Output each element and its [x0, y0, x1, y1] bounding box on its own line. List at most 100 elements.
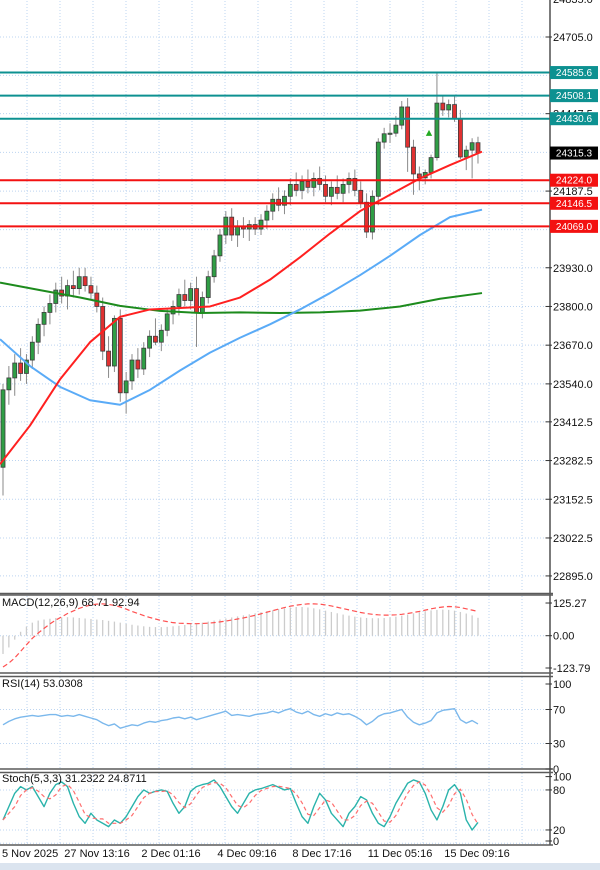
bear-candle: [106, 350, 111, 367]
bear-candle: [405, 106, 411, 148]
macd-pane-label: MACD(12,26,9) 68.71 92.94: [2, 597, 140, 609]
x-axis-date-label: 2 Dec 01:16: [141, 848, 200, 860]
bull-candle: [164, 313, 170, 331]
bear-candle: [352, 178, 358, 191]
bull-candle: [112, 317, 117, 367]
bull-candle: [463, 149, 469, 158]
bull-candle: [446, 104, 452, 111]
bull-candle: [188, 288, 194, 301]
bull-candle: [387, 132, 393, 135]
moving-averages-layer: [0, 150, 483, 465]
stoch-tick-label: 80: [553, 785, 565, 797]
x-axis-date-label: 4 Dec 09:16: [217, 848, 276, 860]
resistance-badge: 24508.1: [550, 89, 598, 103]
resistance-badge-bg: [550, 112, 598, 126]
bull-candle: [141, 347, 147, 370]
bull-candle: [24, 359, 29, 374]
bull-candle: [53, 289, 59, 304]
rsi-tick-label: 30: [553, 739, 565, 751]
bull-candle: [469, 142, 475, 151]
bear-candle: [194, 288, 199, 313]
resistance-badge-bg: [550, 89, 598, 103]
macd-tick-label: 125.27: [553, 598, 587, 610]
candles-layer: [0, 71, 481, 496]
resistance-badge-text: 24508.1: [556, 91, 593, 102]
price-badges: 24585.6 24508.1 24430.6 24224.0 24146.5 24069…: [550, 66, 598, 233]
bear-candle: [457, 118, 463, 158]
bull-candle: [346, 178, 352, 185]
price-tick-label: 23800.0: [553, 301, 593, 313]
bear-candle: [117, 317, 123, 394]
resistance-badge-text: 24430.6: [556, 114, 593, 125]
support-badge-text: 24146.5: [556, 199, 593, 210]
stoch-pane-label: Stoch(5,3,3) 31.2322 24.8711: [2, 773, 147, 785]
bull-candle: [434, 102, 440, 158]
bear-candle: [70, 285, 76, 289]
current-price-badge-text: 24315.3: [556, 149, 593, 160]
x-axis-date-label: 8 Dec 17:16: [292, 848, 351, 860]
price-tick-label: 23282.5: [553, 456, 593, 468]
bear-candle: [334, 186, 340, 194]
bull-candle: [176, 294, 182, 307]
up-arrow-marker: [425, 129, 433, 136]
bull-candle: [264, 210, 270, 221]
borders-layer: [0, 0, 553, 846]
rsi-layer: [2, 707, 479, 729]
bull-candle: [0, 389, 6, 468]
x-axis-date-label: 11 Dec 05:16: [368, 848, 433, 860]
bull-candle: [12, 362, 18, 379]
bull-candle: [270, 198, 276, 212]
rsi-line: [2, 707, 479, 729]
bull-candle: [29, 341, 35, 361]
window-bottom-strip: [0, 863, 600, 870]
bull-candle: [282, 195, 287, 206]
bull-candle: [76, 276, 82, 289]
stoch-k-line: [2, 779, 479, 831]
bear-candle: [364, 201, 369, 233]
bear-candle: [452, 104, 457, 120]
rsi-tick-label: 70: [553, 705, 565, 717]
bull-candle: [205, 276, 211, 298]
support-badge-bg: [550, 196, 598, 210]
bear-candle: [82, 276, 88, 287]
ma-mid-blue: [0, 208, 483, 406]
current-price-badge: 24315.3: [550, 146, 598, 160]
bull-candle: [235, 225, 240, 236]
price-tick-label: 22895.0: [553, 571, 593, 583]
support-badge-text: 24069.0: [556, 222, 593, 233]
price-tick-label: 24705.0: [553, 32, 593, 44]
bull-candle: [299, 181, 305, 191]
bear-candle: [182, 294, 188, 301]
macd-tick-label: -123.79: [553, 663, 590, 675]
price-tick-label: 23152.5: [553, 494, 593, 506]
bull-candle: [393, 124, 399, 134]
bull-candle: [129, 359, 135, 382]
bear-candle: [323, 183, 328, 197]
price-tick-label: 24187.5: [553, 186, 593, 198]
bear-candle: [18, 362, 23, 374]
bear-candle: [100, 306, 106, 352]
resistance-badge-text: 24585.6: [556, 68, 593, 79]
stoch-layer: [2, 779, 479, 831]
bull-candle: [287, 183, 293, 197]
resistance-badge: 24585.6: [550, 66, 598, 80]
bear-candle: [411, 146, 416, 175]
ma-fast-red: [0, 150, 483, 465]
bull-candle: [6, 377, 12, 391]
bull-candle: [35, 323, 41, 343]
x-axis-date-label: 5 Nov 2025: [2, 848, 58, 860]
rsi-tick-label: 100: [553, 679, 571, 691]
bull-candle: [158, 329, 164, 343]
bear-candle: [440, 102, 446, 111]
bull-candle: [199, 297, 205, 313]
support-badge: 24224.0: [550, 173, 598, 187]
bull-candle: [311, 178, 317, 188]
price-tick-label: 23540.0: [553, 379, 593, 391]
resistance-badge-bg: [550, 66, 598, 80]
bear-candle: [88, 285, 94, 294]
bull-candle: [375, 141, 381, 197]
macd-layer: [2, 603, 479, 668]
support-badge-bg: [550, 173, 598, 187]
